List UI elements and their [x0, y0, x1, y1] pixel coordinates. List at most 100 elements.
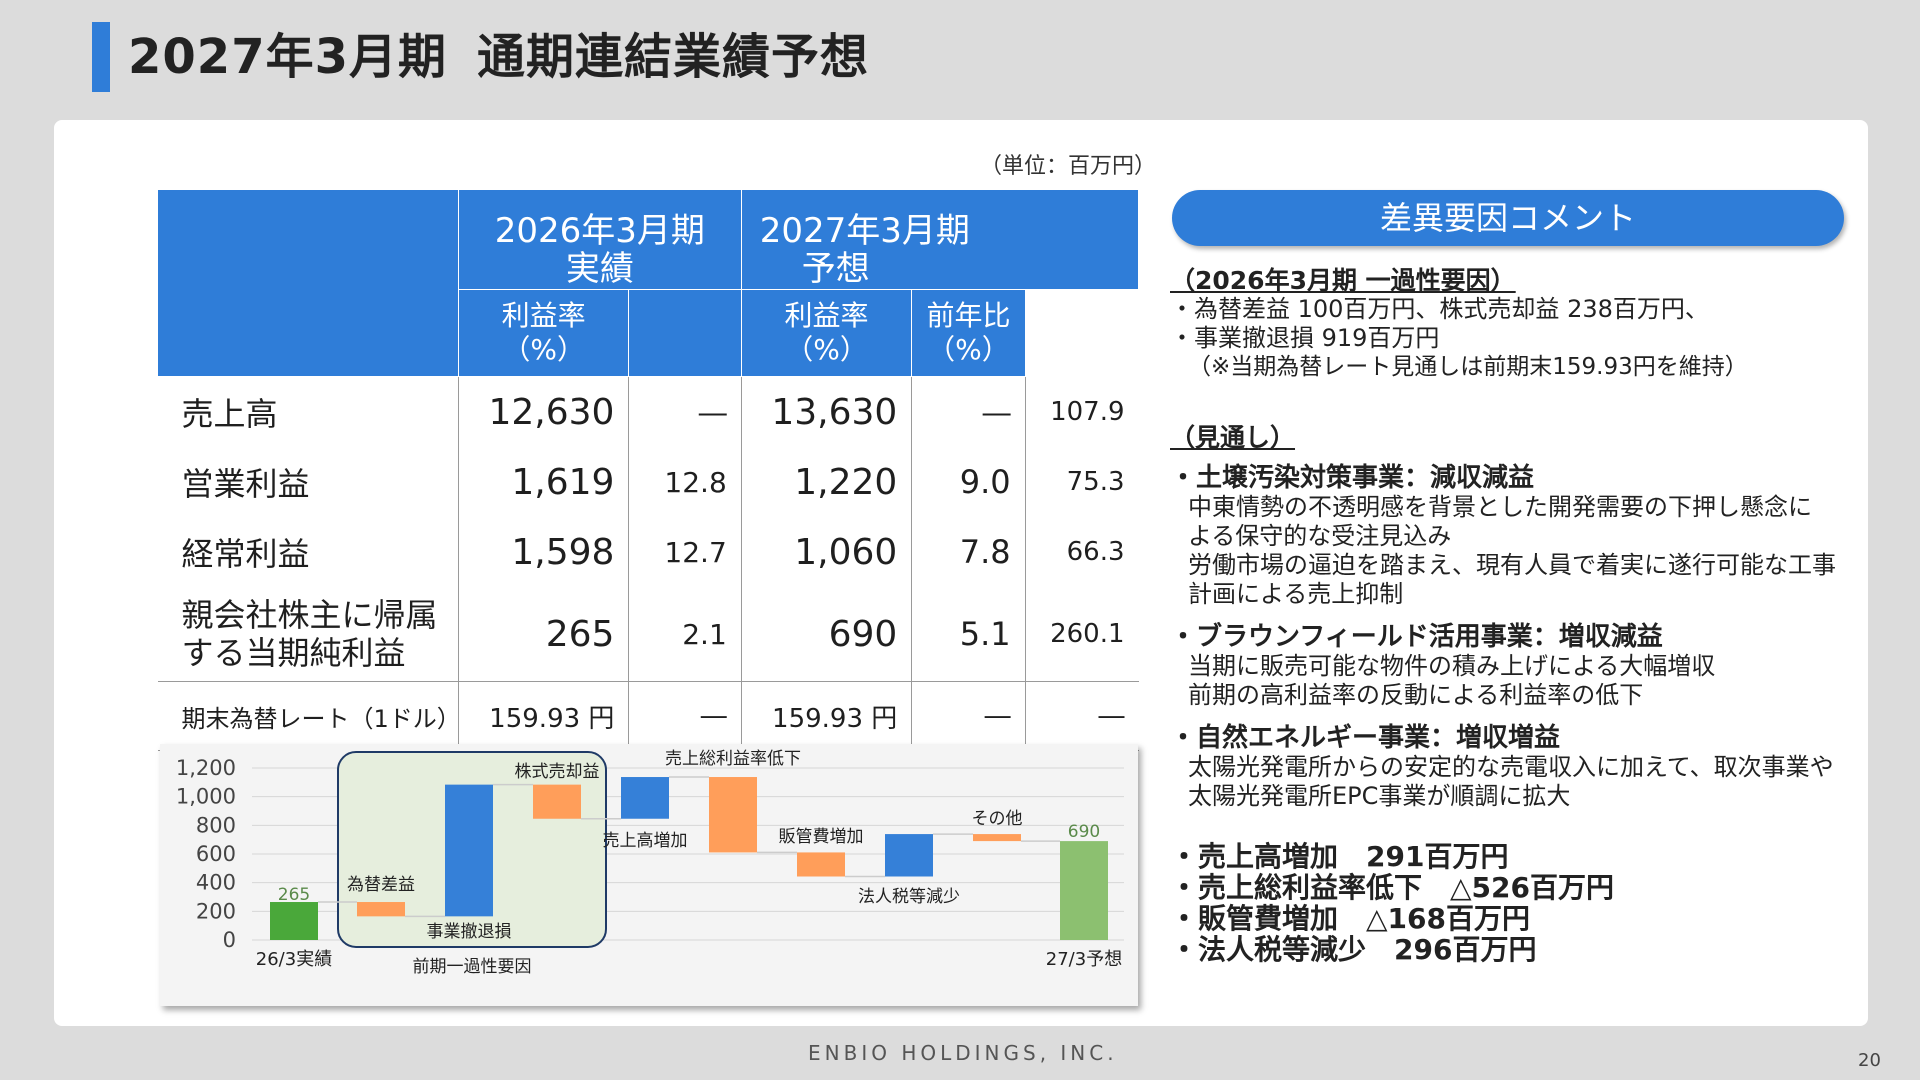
data-label: 265 [278, 885, 310, 905]
cell-actual-margin: ― [628, 376, 742, 447]
cell-actual: 1,598 [458, 517, 630, 587]
waterfall-bar [533, 784, 581, 819]
margin-label: 利益率 [784, 299, 869, 332]
text-line: （※当期為替レート見通しは前期末159.93円を維持） [1188, 354, 1748, 380]
header-blank-cell [157, 189, 459, 377]
summary-line: ・売上高増加 291百万円 [1170, 840, 1509, 873]
waterfall-bar [885, 834, 933, 877]
x-label: 27/3予想 [1046, 949, 1122, 970]
cell-forecast: 690 [741, 587, 913, 682]
text-line: 当期に販売可能な物件の積み上げによる大幅増収 [1188, 652, 1716, 680]
step-label: 売上高増加 [603, 831, 688, 851]
percent-label: （%） [785, 333, 868, 366]
section-title: （2026年3月期 一過性要因） [1170, 266, 1516, 295]
y-tick-label: 600 [196, 842, 236, 866]
cell-forecast-margin: 5.1 [911, 587, 1026, 682]
waterfall-bar [1060, 841, 1108, 940]
item-head: ・土壌汚染対策事業：減収減益 [1170, 463, 1535, 493]
cell-forecast: 159.93 円 [741, 681, 913, 751]
unit-label: （単位：百万円） [980, 154, 1157, 179]
row-label: 経常利益 [157, 517, 459, 587]
y-tick-label: 800 [196, 813, 236, 837]
header-margin-forecast: 利益率 （%） [740, 289, 913, 377]
text-line: 前期の高利益率の反動による利益率の低下 [1188, 681, 1644, 709]
text-line: よる保守的な受注見込み [1188, 522, 1452, 550]
row-label: 売上高 [157, 376, 459, 447]
item-head: ・自然エネルギー事業：増収増益 [1170, 723, 1561, 753]
cell-actual: 159.93 円 [458, 681, 630, 751]
header-margin-actual: 利益率 （%） [457, 289, 630, 377]
header-yoy: 前年比 （%） [911, 289, 1026, 377]
table-row: 期末為替レート（1ドル） 159.93 円 ― 159.93 円 ― ― [157, 681, 1139, 751]
cell-forecast: 1,220 [741, 447, 913, 517]
title-subject: 通期連結業績予想 [477, 29, 870, 85]
header-fy2026: 2026年3月期 実績 [457, 189, 742, 290]
section-outlook: （見通し） ・土壌汚染対策事業：減収減益 中東情勢の不透明感を背景とした開発需要… [1170, 423, 1870, 965]
group-label: 前期一過性要因 [413, 957, 532, 977]
yoy-label: 前年比 [926, 299, 1011, 332]
y-tick-label: 1,000 [176, 785, 236, 809]
summary-line: ・販管費増加 △168百万円 [1170, 902, 1530, 935]
text-line: 太陽光発電所からの安定的な売電収入に加えて、取次事業や [1188, 753, 1834, 781]
step-label: 為替差益 [347, 875, 415, 895]
cell-actual: 265 [458, 587, 630, 682]
cell-forecast: 13,630 [741, 376, 913, 447]
waterfall-bar [270, 902, 318, 940]
header-fy2026-label: 2026年3月期 [494, 211, 705, 251]
cell-actual: 12,630 [458, 376, 630, 447]
step-label: その他 [972, 809, 1023, 829]
item-head: ・ブラウンフィールド活用事業：増収減益 [1170, 622, 1663, 652]
x-label: 26/3実績 [256, 949, 332, 970]
cell-actual-margin: ― [628, 681, 742, 751]
page-number: 20 [1858, 1050, 1881, 1071]
cell-yoy: 75.3 [1066, 467, 1125, 497]
y-tick-label: 400 [196, 871, 236, 895]
waterfall-bar [621, 777, 669, 819]
text-line: 労働市場の逼迫を踏まえ、現有人員で着実に遂行可能な工事 [1188, 551, 1836, 579]
company-footer: ENBIO HOLDINGS, INC. [808, 1041, 1118, 1065]
step-label: 法人税等減少 [858, 887, 960, 907]
margin-label: 利益率 [501, 299, 586, 332]
summary-line: ・売上総利益率低下 △526百万円 [1170, 871, 1614, 904]
waterfall-bar [709, 777, 757, 853]
table-row: 親会社株主に帰属 する当期純利益 265 2.1 690 5.1 260.1 [157, 587, 1139, 682]
cell-forecast-margin: 9.0 [911, 447, 1026, 517]
waterfall-bar [445, 784, 493, 917]
cell-forecast-margin: ― [911, 681, 1026, 751]
cell-yoy: 107.9 [1050, 396, 1125, 427]
header-fy2027-label: 2027年3月期 [759, 211, 970, 251]
row-label-line1: 親会社株主に帰属 [181, 596, 438, 634]
section-one-time-factors: （2026年3月期 一過性要因） ・為替差益 100百万円、株式売却益 238百… [1170, 266, 1870, 382]
cell-actual-margin: 12.8 [628, 447, 742, 517]
cell-forecast-margin: ― [911, 376, 1026, 447]
summary-line: ・法人税等減少 296百万円 [1170, 933, 1537, 966]
header-spacer [628, 289, 742, 377]
title-period: 2027年3月期 [128, 29, 447, 85]
header-fy2027-sub: 予想 [801, 249, 870, 289]
y-tick-label: 200 [196, 899, 236, 923]
row-label: 期末為替レート（1ドル） [157, 681, 461, 751]
comment-header-pill: 差異要因コメント [1172, 190, 1844, 246]
cell-yoy: 66.3 [1066, 537, 1125, 567]
text-line: 計画による売上抑制 [1188, 580, 1404, 608]
table-row: 経常利益 1,598 12.7 1,060 7.8 66.3 [157, 517, 1139, 587]
table-row: 売上高 12,630 ― 13,630 ― 107.9 [157, 376, 1139, 447]
step-label: 事業撤退損 [427, 922, 512, 942]
title-accent-bar [92, 22, 110, 92]
step-label: 販管費増加 [779, 827, 864, 847]
financial-forecast-table: 2026年3月期 実績 2027年3月期 予想 利益率 （%） 利益率 （%） 前年… [157, 189, 1140, 751]
row-label: 親会社株主に帰属 する当期純利益 [157, 587, 459, 682]
cell-actual-margin: 12.7 [628, 517, 742, 587]
header-fy2026-sub: 実績 [565, 249, 634, 289]
waterfall-bar [797, 852, 845, 877]
cell-forecast-margin: 7.8 [911, 517, 1026, 587]
cell-yoy: ― [1025, 681, 1139, 751]
row-label: 営業利益 [157, 447, 459, 517]
text-line: ・事業撤退損 919百万円 [1170, 324, 1440, 352]
section-title: （見通し） [1170, 423, 1296, 452]
waterfall-bar [973, 834, 1021, 842]
percent-label: （%） [502, 333, 585, 366]
table-row: 営業利益 1,619 12.8 1,220 9.0 75.3 [157, 447, 1139, 517]
data-label: 690 [1068, 822, 1100, 842]
